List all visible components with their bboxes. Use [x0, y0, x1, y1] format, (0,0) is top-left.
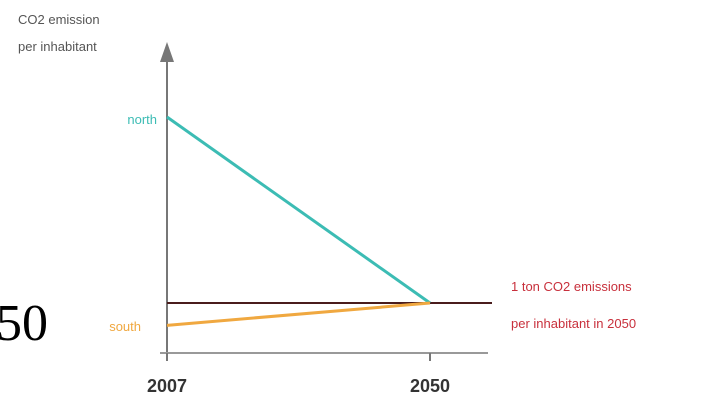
- y-axis-label-line-2: per inhabitant: [18, 39, 97, 54]
- series-label-south: south: [109, 319, 141, 334]
- reference-line-label-line-1: 1 ton CO2 emissions: [511, 279, 632, 294]
- x-tick-label-2050: 2050: [410, 376, 450, 396]
- reference-line-label-line-2: per inhabitant in 2050: [511, 316, 636, 331]
- series-label-north: north: [127, 112, 157, 127]
- cropped-left-text: 50: [0, 295, 48, 352]
- series-line-south: [166, 301, 431, 327]
- series-line-north: [166, 115, 431, 305]
- y-axis-arrow-icon: [160, 42, 174, 62]
- x-tick-label-2007: 2007: [147, 376, 187, 396]
- y-axis-label-line-1: CO2 emission: [18, 12, 100, 27]
